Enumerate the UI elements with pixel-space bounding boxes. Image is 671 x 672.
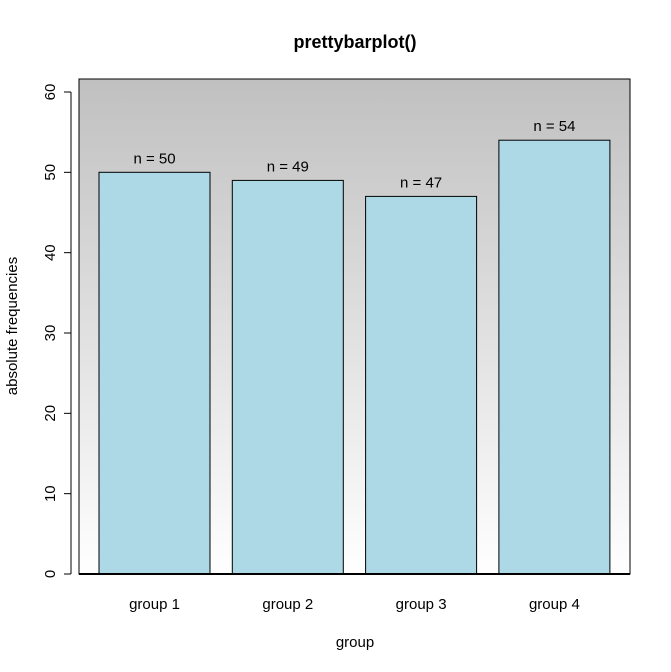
y-tick-label-50: 50 [42,164,59,181]
x-category-labels: group 1 group 2 group 3 group 4 [129,596,580,613]
y-tick-label-40: 40 [42,244,59,261]
category-label-3: group 3 [396,596,447,613]
category-label-4: group 4 [529,596,580,613]
bar-2 [231,179,344,575]
y-tick-label-0: 0 [42,570,59,578]
y-axis: 0 10 20 30 40 50 60 [42,84,72,578]
x-axis-label: group [336,634,374,651]
data-label-4: n = 54 [533,118,575,135]
category-label-2: group 2 [262,596,313,613]
y-tick-label-20: 20 [42,405,59,422]
y-axis-label: absolute frequencies [4,257,21,395]
data-labels-group: n = 50 n = 49 n = 47 n = 54 [133,118,575,191]
y-tick-label-60: 60 [42,84,59,101]
y-tick-label-30: 30 [42,325,59,342]
chart-title: prettybarplot() [294,32,417,52]
category-label-1: group 1 [129,596,180,613]
bars-group [98,139,611,575]
y-tick-label-10: 10 [42,485,59,502]
data-label-1: n = 50 [133,150,175,167]
bar-1 [98,171,211,575]
bar-3 [365,195,478,575]
data-label-3: n = 47 [400,174,442,191]
data-label-2: n = 49 [267,158,309,175]
bar-4 [498,139,611,575]
